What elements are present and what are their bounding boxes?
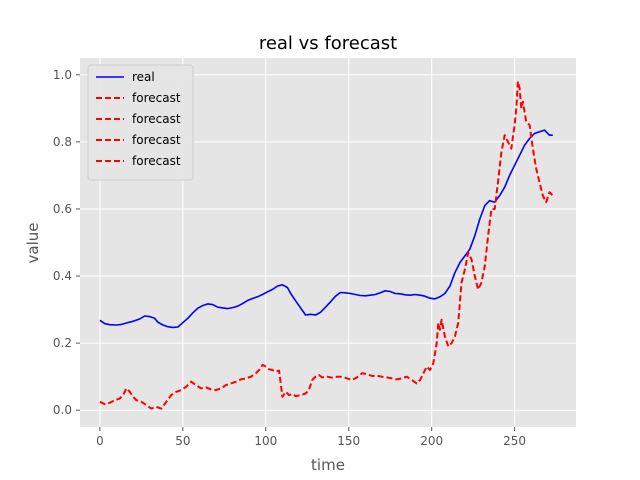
y-tick-label: 0.8 <box>53 135 72 149</box>
y-tick-label: 0.2 <box>53 336 72 350</box>
legend: real forecast forecast forecast forecast <box>87 64 194 181</box>
legend-label: forecast <box>132 112 181 126</box>
series-line-forecast <box>99 80 554 410</box>
series-line-real <box>99 129 553 329</box>
legend-label: forecast <box>132 154 181 168</box>
series-layer <box>99 80 554 410</box>
y-tick-label: 0.6 <box>53 202 72 216</box>
y-tick-label: 0.4 <box>53 269 72 283</box>
x-tick-label: 150 <box>337 434 360 448</box>
chart-title: real vs forecast <box>259 33 397 54</box>
legend-box <box>87 64 194 181</box>
y-tick-label: 0.0 <box>53 403 72 417</box>
legend-label: real <box>132 70 155 84</box>
x-tick-label: 100 <box>254 434 277 448</box>
x-tick-label: 0 <box>96 434 104 448</box>
axis-ticks: 0 50 100 150 200 250 0.0 0.2 0.4 0.6 0.8 1.0 <box>53 68 526 448</box>
x-tick-label: 250 <box>503 434 526 448</box>
legend-label: forecast <box>132 133 181 147</box>
x-tick-label: 200 <box>420 434 443 448</box>
x-tick-label: 50 <box>175 434 190 448</box>
x-axis-label: time <box>311 456 345 474</box>
y-axis-label: value <box>24 223 42 264</box>
legend-label: forecast <box>132 91 181 105</box>
y-tick-label: 1.0 <box>53 68 72 82</box>
